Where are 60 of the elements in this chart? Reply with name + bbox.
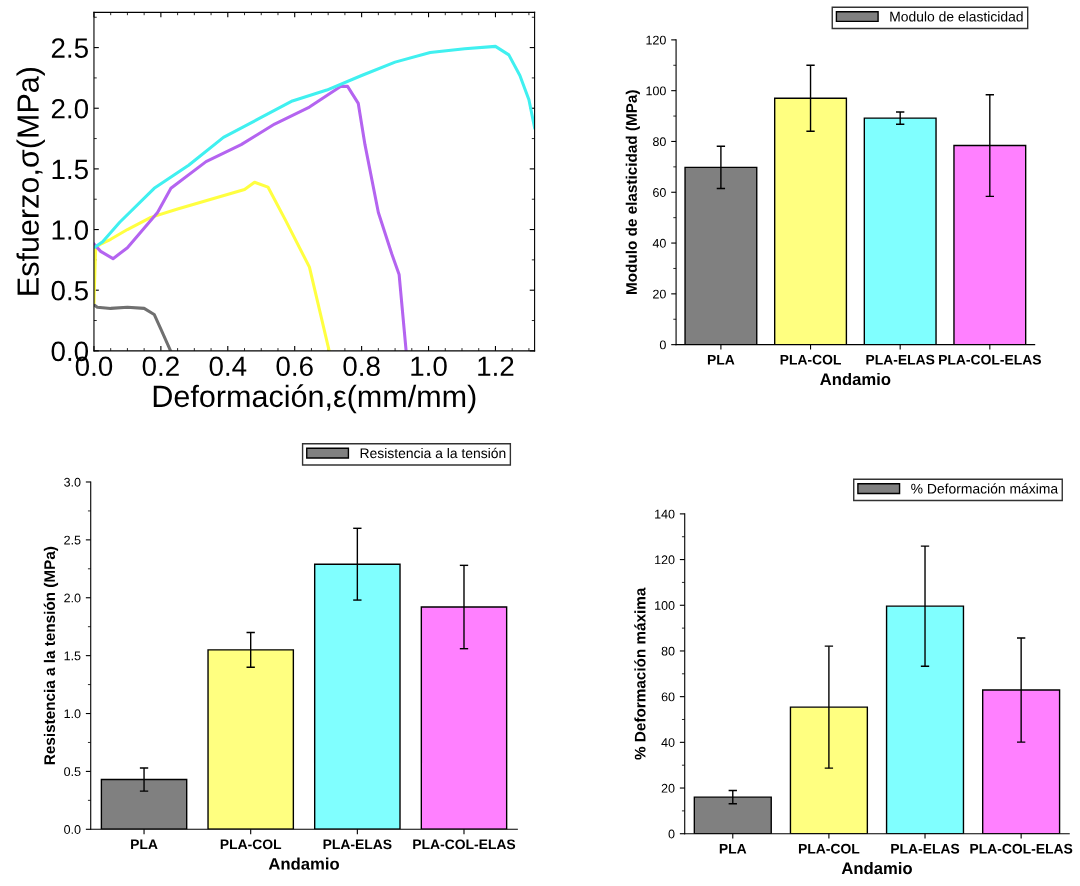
y-tick-label: 120 [646, 35, 666, 45]
y-tick-label: 0.5 [64, 767, 81, 777]
x-axis-title: Deformación,ε(mm/mm) [153, 384, 476, 414]
y-tick-label: 20 [661, 783, 675, 793]
x-tick-label: 0.6 [276, 356, 313, 377]
y-tick-label: 2.5 [51, 38, 88, 58]
x-tick-label: PLA-COL [220, 839, 282, 850]
x-axis-title: Andamio [820, 372, 891, 386]
line-series [93, 44, 535, 250]
line-series [93, 180, 331, 351]
y-tick-label: 120 [655, 555, 675, 565]
x-tick-label: PLA [719, 843, 747, 854]
y-tick-label: 0.5 [51, 280, 88, 301]
legend-label: Modulo de elasticidad [890, 11, 1023, 22]
y-tick-label: 1.0 [64, 709, 81, 719]
y-tick-label: 3.0 [64, 477, 81, 487]
y-axis-title: Modulo de elasticidad (MPa) [625, 90, 640, 294]
y-tick-label: 80 [661, 646, 675, 656]
legend-label: Resistencia a la tensión [360, 447, 506, 459]
x-tick-label: PLA [707, 354, 735, 365]
y-tick-label: 100 [646, 86, 666, 96]
x-tick-label: 1.0 [411, 356, 447, 377]
y-tick-label: 1.0 [52, 220, 89, 240]
y-tick-label: 0 [668, 829, 675, 839]
x-tick-label: PLA-ELAS [866, 354, 935, 365]
y-tick-label: 40 [661, 738, 675, 747]
x-tick-label: 0.4 [209, 356, 247, 377]
x-tick-label: 1.2 [478, 356, 514, 376]
y-tick-label: 20 [653, 289, 666, 299]
y-tick-label: 100 [655, 601, 675, 610]
x-tick-label: PLA-COL-ELAS [970, 843, 1073, 854]
y-tick-label: 2.0 [64, 593, 81, 603]
x-axis-title: Andamio [841, 861, 912, 875]
y-tick-label: 140 [655, 509, 675, 519]
y-tick-label: 2.0 [51, 98, 89, 119]
y-tick-label: 2.5 [64, 535, 81, 545]
y-tick-label: 0.0 [64, 825, 81, 834]
y-tick-label: 0 [659, 340, 666, 350]
y-axis-title: Esfuerzo,σ(MPa) [16, 67, 45, 295]
x-tick-label: PLA-COL [780, 354, 841, 365]
x-tick-label: PLA-COL [798, 843, 860, 854]
legend-label: % Deformación máxima [911, 483, 1059, 494]
x-tick-label: PLA-COL-ELAS [413, 839, 516, 850]
x-tick-label: PLA-ELAS [323, 839, 392, 850]
x-axis-title: Andamio [268, 857, 340, 870]
y-axis-title: Resistencia a la tensión (MPa) [43, 546, 59, 765]
y-tick-label: 40 [652, 238, 666, 248]
x-tick-label: PLA [131, 839, 158, 850]
y-tick-label: 80 [653, 137, 666, 147]
y-tick-label: 1.5 [52, 159, 88, 180]
x-tick-label: PLA-ELAS [891, 843, 960, 854]
y-tick-label: 60 [661, 692, 675, 702]
x-tick-label: PLA-COL-ELAS [939, 354, 1041, 365]
line-series [93, 303, 173, 351]
y-tick-label: 60 [653, 188, 666, 197]
y-tick-label: 1.5 [64, 651, 81, 661]
line-series [93, 84, 408, 351]
x-tick-label: 0.2 [142, 356, 179, 377]
x-tick-label: 0.8 [343, 356, 380, 377]
y-axis-title: % Deformación máxima [634, 587, 646, 760]
